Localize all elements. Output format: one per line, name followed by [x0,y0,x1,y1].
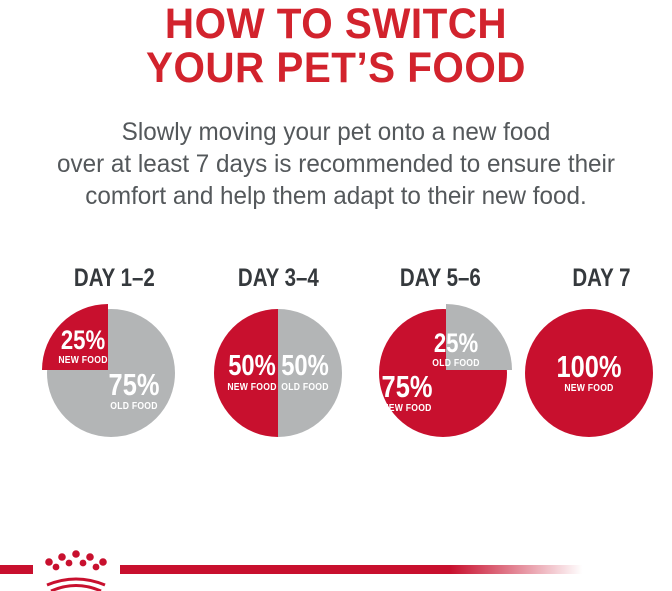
day-3-4-heading: DAY 3–4 [237,264,319,292]
pie-chart-day-1-2: 25% NEW FOOD 75% OLD FOOD [41,303,181,443]
slice-label-old-food: 50% OLD FOOD [281,350,329,394]
slice-new-food [214,309,278,437]
intro-text-line-1: Slowly moving your pet onto a new food [121,118,551,146]
crown-dot [45,558,53,566]
slice-old-food [278,309,342,437]
intro-text-line-2: over at least 7 days is recommended to e… [56,150,616,178]
pie-chart-day-3-4: 50% NEW FOOD 50% OLD FOOD [208,303,348,443]
pie-chart-day-7: 100% NEW FOOD [519,303,659,443]
pie-day-3-4-graphic [214,309,342,437]
slice-label-new-food: 100% NEW FOOD [556,349,622,395]
day-7-heading: DAY 7 [571,264,631,292]
crown-dot [58,553,66,561]
slice-label-old-food: 75% OLD FOOD [108,367,160,413]
slice-label-new-food: 50% NEW FOOD [227,350,277,394]
crown-dot [86,553,94,561]
day-1-2-heading: DAY 1–2 [73,264,155,292]
crown-dot [52,563,60,571]
slice-old-food [446,304,512,370]
slice-new-food [525,309,653,437]
crown-band-arc [50,584,102,591]
crown-dot [79,559,87,567]
logo-left-bar [0,565,33,574]
slice-label-new-food: 75% NEW FOOD [381,369,433,415]
crown-dot [92,563,100,571]
crown-dot [65,559,73,567]
pie-chart-day-5-6: 25% OLD FOOD 75% NEW FOOD [373,303,513,443]
title-line-1: HOW TO SWITCH [164,0,508,48]
day-5-6-heading: DAY 5–6 [399,264,481,292]
pie-day-5-6-graphic [379,304,512,437]
royal-canin-crown-logo [0,550,107,591]
intro-text: Slowly moving your pet onto a new food o… [0,116,672,212]
title-line-2: YOUR PET’S FOOD [146,44,526,92]
pie-day-1-2-graphic [42,304,175,437]
pie-day-7-graphic [525,309,653,437]
slice-label-old-food: 25% OLD FOOD [432,328,480,370]
crown-dot [99,558,107,566]
logo-right-bar [120,565,592,574]
slice-new-food [42,304,108,370]
crown-band-arc [46,577,106,587]
intro-text-line-3: comfort and help them adapt to their new… [85,182,587,210]
slice-label-new-food: 25% NEW FOOD [58,325,108,367]
crown-dot [72,550,80,558]
page-title: HOW TO SWITCH YOUR PET’S FOOD [0,2,672,90]
